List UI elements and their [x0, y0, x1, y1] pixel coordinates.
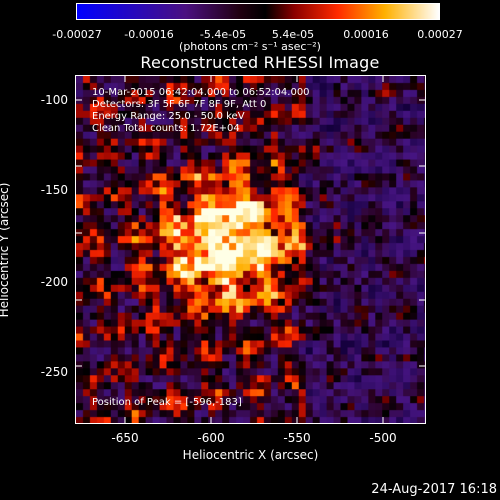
- x-tick-label: -550: [283, 431, 311, 445]
- time-range-text: 10-Mar-2015 06:42:04.000 to 06:52:04.000: [92, 87, 310, 98]
- y-axis-label: Heliocentric Y (arcsec): [0, 182, 11, 318]
- x-tick-label: -650: [111, 431, 139, 445]
- x-tick-label: -600: [197, 431, 225, 445]
- image-title: Reconstructed RHESSI Image: [140, 53, 380, 72]
- y-tick-label: -100: [40, 93, 68, 107]
- colorbar-tick: -5.4e-05: [199, 28, 247, 41]
- image-panel: 10-Mar-2015 06:42:04.000 to 06:52:04.000…: [75, 75, 426, 424]
- colorbar-units: (photons cm⁻² s⁻¹ asec⁻²): [179, 40, 321, 53]
- energy-range-text: Energy Range: 25.0 - 50.0 keV: [92, 111, 245, 122]
- rhessi-image: [76, 76, 425, 423]
- colorbar-tick: 0.00027: [417, 28, 463, 41]
- colorbar: [76, 3, 440, 20]
- x-axis-label: Heliocentric X (arcsec): [182, 448, 319, 462]
- y-tick-label: -250: [40, 365, 68, 379]
- colorbar-tick: 0.00016: [343, 28, 389, 41]
- x-tick-label: -500: [369, 431, 397, 445]
- colorbar-tick: -0.00027: [52, 28, 102, 41]
- peak-position-text: Position of Peak = [-596,-183]: [92, 397, 242, 408]
- colorbar-tick: 5.4e-05: [271, 28, 315, 41]
- y-tick-label: -200: [40, 275, 68, 289]
- y-tick-label: -150: [40, 183, 68, 197]
- detectors-text: Detectors: 3F 5F 6F 7F 8F 9F, Att 0: [92, 99, 267, 110]
- clean-counts-text: Clean Total counts: 1.72E+04: [92, 123, 240, 134]
- colorbar-ticks: -0.00027 -0.00016 -5.4e-05 5.4e-05 0.000…: [0, 0, 500, 41]
- colorbar-tick: -0.00016: [124, 28, 174, 41]
- date-stamp: 24-Aug-2017 16:18: [371, 482, 497, 497]
